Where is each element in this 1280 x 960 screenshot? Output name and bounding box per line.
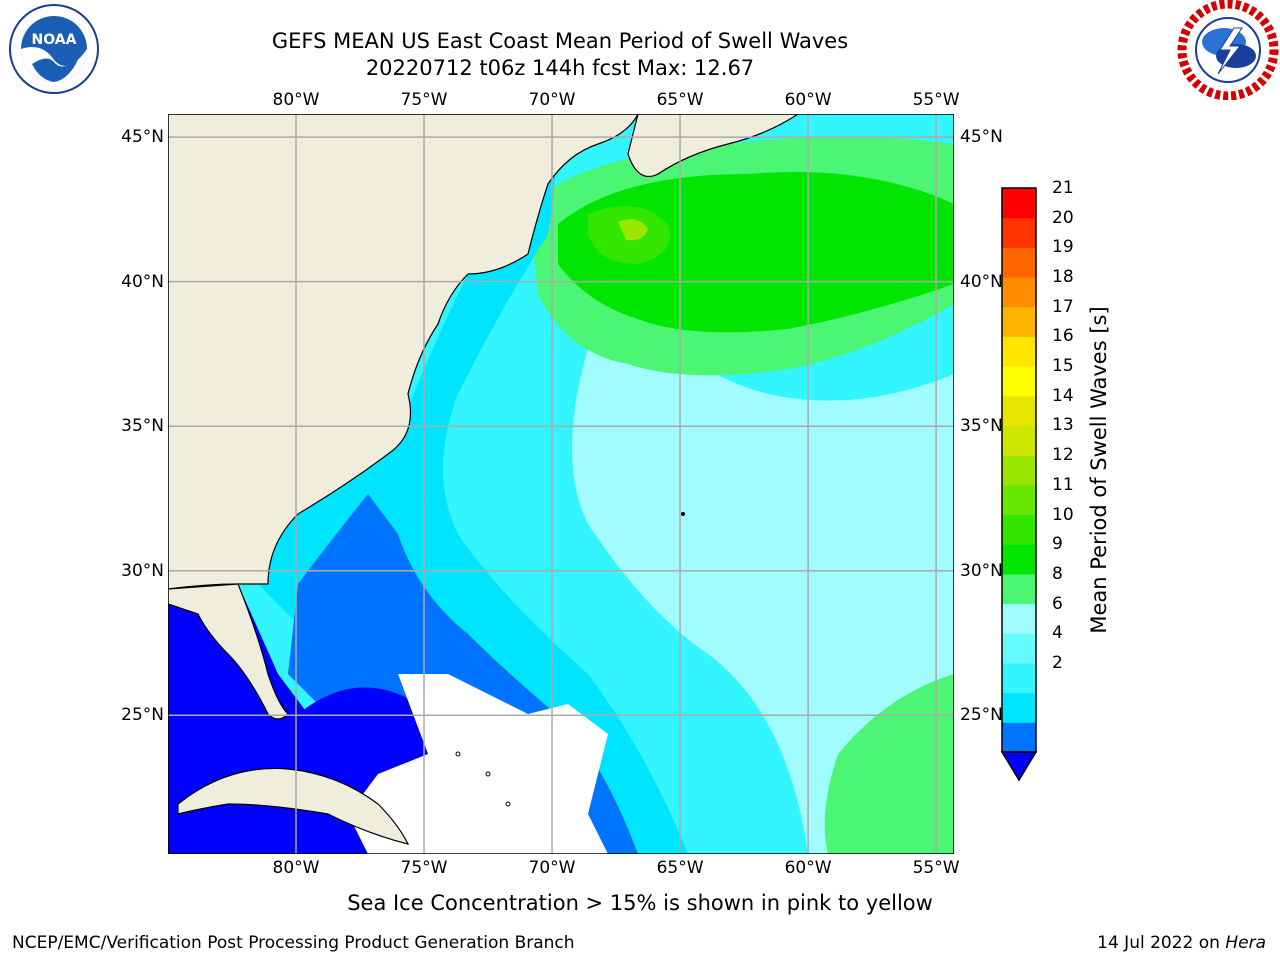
colorbar-tick: 6 xyxy=(1052,593,1063,614)
colorbar-tick: 10 xyxy=(1052,504,1074,525)
lon-tick-bottom: 75°W xyxy=(400,858,448,878)
lat-tick-left: 35°N xyxy=(121,416,164,437)
colorbar-tick: 14 xyxy=(1052,385,1074,406)
swell-band-9-10-southeast xyxy=(824,674,954,854)
lat-tick-left: 40°N xyxy=(121,271,164,292)
colorbar-cell xyxy=(1002,336,1036,367)
colorbar-tick: 18 xyxy=(1052,267,1074,288)
no-data-bahamas-region xyxy=(348,674,608,854)
colorbar-cell xyxy=(1002,573,1036,605)
lon-tick-top: 60°W xyxy=(784,90,832,110)
noaa-logo: NOAA xyxy=(9,4,99,94)
footer-machine: Hera xyxy=(1225,933,1266,953)
colorbar-cell xyxy=(1002,277,1036,308)
colorbar-label: Mean Period of Swell Waves [s] xyxy=(1087,306,1111,633)
colorbar-cell xyxy=(1002,306,1036,337)
colorbar-tick: 9 xyxy=(1052,534,1063,555)
lon-tick-top: 75°W xyxy=(400,90,448,110)
lon-tick-top: 80°W xyxy=(272,90,320,110)
colorbar-cell xyxy=(1002,455,1036,486)
colorbar-label-box: Mean Period of Swell Waves [s] xyxy=(1087,306,1111,633)
lat-tick-right: 40°N xyxy=(960,271,1003,292)
colorbar-cell xyxy=(1002,425,1036,456)
lat-tick-left: 45°N xyxy=(121,127,164,148)
colorbar-tick: 19 xyxy=(1052,237,1074,258)
colorbar-cell xyxy=(1002,188,1036,219)
lon-tick-bottom: 70°W xyxy=(528,858,576,878)
nws-logo xyxy=(1177,0,1279,100)
lon-tick-top: 65°W xyxy=(656,90,704,110)
colorbar-cell xyxy=(1002,633,1036,664)
chart-subtitle: 20220712 t06z 144h fcst Max: 12.67 xyxy=(365,56,755,80)
colorbar-cell xyxy=(1002,544,1036,575)
land-maritimes xyxy=(627,114,800,178)
colorbar-cell xyxy=(1002,603,1036,634)
swell-max-patch xyxy=(618,219,648,241)
colorbar-tick: 2 xyxy=(1052,652,1063,673)
noaa-logo-text: NOAA xyxy=(32,32,77,48)
swell-band-8-9 xyxy=(572,289,954,854)
colorbar-cell xyxy=(1002,366,1036,397)
lat-tick-right: 25°N xyxy=(960,705,1003,726)
colorbar-tick: 17 xyxy=(1052,296,1074,317)
colorbar-cell xyxy=(1002,722,1036,753)
colorbar-tick: 12 xyxy=(1052,445,1074,466)
footer-date-text: 14 Jul 2022 on xyxy=(1097,933,1220,953)
colorbar-tick: 4 xyxy=(1052,623,1063,644)
lat-tick-left: 30°N xyxy=(121,560,164,581)
swell-band-10-11 xyxy=(558,172,954,333)
swell-period-map xyxy=(168,114,954,854)
lon-tick-bottom: 80°W xyxy=(272,858,320,878)
chart-title: GEFS MEAN US East Coast Mean Period of S… xyxy=(271,29,849,53)
lat-tick-right: 45°N xyxy=(960,127,1003,148)
lon-tick-bottom: 55°W xyxy=(912,858,960,878)
lat-tick-right: 30°N xyxy=(960,560,1003,581)
lat-tick-right: 35°N xyxy=(960,416,1003,437)
colorbar-cell xyxy=(1002,514,1036,545)
land-us-east xyxy=(168,114,639,590)
colorbar-frame xyxy=(1001,187,1037,753)
colorbar-cell xyxy=(1002,692,1036,723)
colorbar-extend-min-arrow xyxy=(1000,751,1038,782)
colorbar-tick: 20 xyxy=(1052,207,1074,228)
colorbar-cell xyxy=(1002,395,1036,426)
colorbar-tick: 13 xyxy=(1052,415,1074,436)
colorbar-cell xyxy=(1002,247,1036,278)
land-cuba xyxy=(177,767,410,845)
colorbar-tick: 15 xyxy=(1052,356,1074,377)
footer-branch: NCEP/EMC/Verification Post Processing Pr… xyxy=(12,933,575,953)
footer-date: 14 Jul 2022 on Hera xyxy=(1097,933,1266,953)
colorbar-tick: 8 xyxy=(1052,563,1063,584)
colorbar-cell xyxy=(1002,662,1036,694)
lon-tick-bottom: 65°W xyxy=(656,858,704,878)
colorbar-cell xyxy=(1002,217,1036,248)
land-florida xyxy=(168,583,289,720)
colorbar-cell xyxy=(1002,484,1036,516)
lon-tick-bottom: 60°W xyxy=(784,858,832,878)
colorbar-tick: 11 xyxy=(1052,474,1074,495)
lon-tick-top: 55°W xyxy=(912,90,960,110)
sea-ice-note: Sea Ice Concentration > 15% is shown in … xyxy=(347,891,933,915)
map-gridlines xyxy=(168,114,954,854)
colorbar xyxy=(1000,187,1038,782)
lat-tick-left: 25°N xyxy=(121,705,164,726)
colorbar-tick: 16 xyxy=(1052,326,1074,347)
colorbar-tick: 21 xyxy=(1052,178,1074,198)
lon-tick-top: 70°W xyxy=(528,90,576,110)
